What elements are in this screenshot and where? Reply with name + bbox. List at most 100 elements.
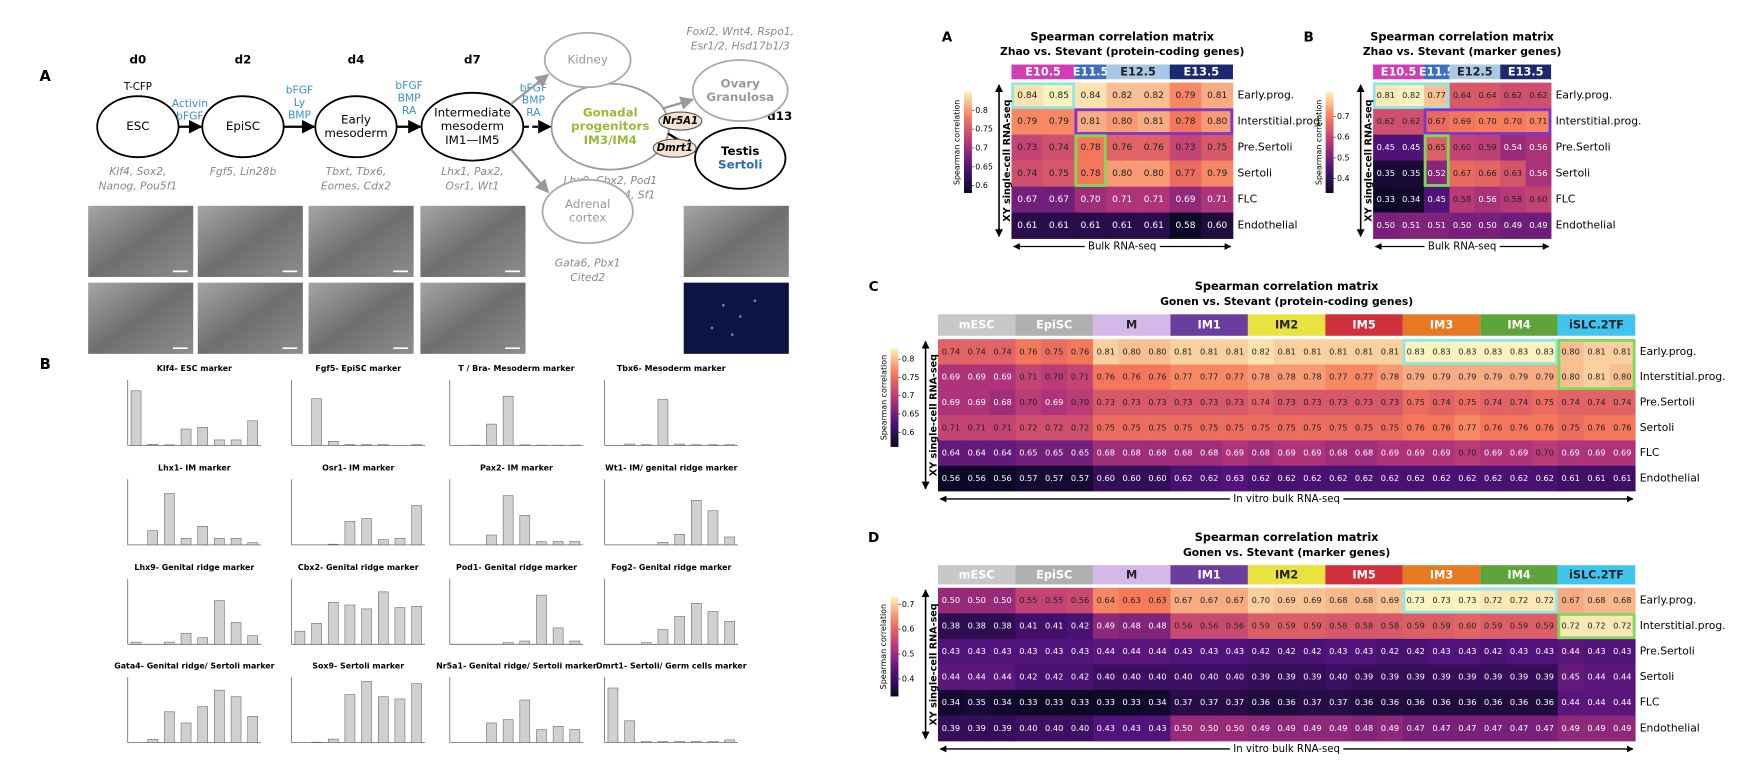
heatmap-cell [1170,638,1197,665]
cell-label: 0.43 [1200,646,1218,656]
y-axis-label: XY single-cell RNA-seq [1002,99,1013,221]
node [691,59,789,122]
bar [536,594,547,645]
cell-label: 0.50 [942,595,960,605]
heatmap-cell [1480,415,1507,441]
cell-label: 0.44 [1613,697,1631,707]
panel-label: B [40,356,51,373]
heatmap-cell [1377,689,1404,716]
heatmap-cell [1043,134,1076,161]
column-group-label: mESC [959,319,995,332]
cell-label: 0.67 [1453,168,1471,178]
heatmap-cell [1557,613,1584,640]
cell-label: 0.45 [1377,142,1395,152]
cell-label: 0.82 [1402,90,1420,100]
heatmap-cell [1015,389,1042,416]
cell-label: 0.42 [1407,646,1425,656]
heatmap-cell [1325,689,1352,716]
cell-label: 0.67 [1428,116,1446,126]
heatmap-cell [1428,339,1455,365]
signal-label: BMP [398,91,422,104]
heatmap-cell [1138,108,1171,135]
heatmap-cell [1325,465,1352,492]
heatmap-cell [1041,415,1068,441]
heatmap-cell [1428,364,1455,391]
cell-label: 0.60 [1097,473,1115,483]
signal-label: RA [526,106,541,119]
heatmap-cell [1222,613,1249,640]
label-background [1229,743,1344,755]
bar [164,444,175,446]
cell-label: 0.69 [1484,448,1502,458]
cell-label: 0.61 [1613,473,1631,483]
cell-label: 0.58 [1329,621,1347,631]
bar [411,505,422,546]
heatmap-cell [1196,613,1223,640]
cell-label: 0.75 [1536,397,1554,407]
bar [691,741,702,743]
bar [569,541,581,546]
heatmap-cell [1138,186,1171,213]
heatmap-cell [963,638,990,665]
cell-label: 0.78 [1303,372,1321,382]
micrograph [197,282,303,354]
bar [361,518,372,546]
cell-label: 0.71 [942,422,960,432]
bar [327,543,339,546]
bar [657,741,669,743]
heatmap-cell [1474,186,1501,213]
heatmap-cell [1118,715,1145,742]
cell-label: 0.49 [1303,723,1321,733]
heatmap-cell [1506,613,1533,640]
arrow [509,148,550,194]
heatmap-cell [1092,664,1120,691]
heatmap-cell [1423,134,1450,161]
heatmap-cell [963,587,990,614]
cell-label: 0.43 [1097,723,1115,733]
bar [657,399,669,446]
heatmap-cell [1247,587,1275,614]
cell-label: 0.75 [1148,422,1166,432]
cell-label: 0.73 [1381,397,1399,407]
heatmap-cell [1092,389,1120,416]
column-group-label: E12.5 [1457,65,1493,78]
cell-label: 0.57 [1045,473,1063,483]
heatmap-cell [1428,389,1455,416]
cell-label: 0.81 [1144,117,1164,127]
heatmap-cell [1067,389,1094,416]
column-group-label: E10.5 [1025,65,1061,78]
cell-label: 0.76 [1613,422,1631,432]
column-group-label: IM4 [1507,568,1530,581]
highlight-box [1074,108,1234,135]
cell-label: 0.34 [1148,697,1166,707]
bar [707,741,719,743]
column-group [1373,64,1424,80]
column-group [1015,314,1093,336]
cell-label: 0.56 [942,473,960,483]
cell-label: 0.39 [1458,672,1476,682]
y-axis-label: XY single-cell RNA-seq [928,354,939,476]
heatmap-cell [989,613,1016,640]
cell-label: 0.68 [1355,595,1373,605]
heatmap-cell [1454,389,1481,416]
cell-label: 0.43 [1613,646,1631,656]
cell-label: 0.82 [1252,346,1270,356]
heatmap-cell [1067,440,1094,467]
highlight-box [1423,108,1552,135]
heatmap-cell [1273,465,1300,492]
cell-label: 0.78 [1081,143,1101,153]
cell-label: 0.81 [1174,346,1192,356]
column-group [1015,565,1093,585]
heatmap-cell [1500,186,1527,213]
cell-label: 0.76 [1484,422,1502,432]
column-group [1557,314,1636,336]
node-label: mesoderm [324,126,387,140]
gene-list: Tbxt, Tbx6, [326,165,387,178]
heatmap-cell [1531,440,1559,467]
cell-label: 0.54 [1504,142,1522,152]
heatmap-cell [1144,664,1171,691]
cell-label: 0.59 [1277,621,1295,631]
bar [361,444,372,446]
cell-label: 0.68 [1148,448,1166,458]
